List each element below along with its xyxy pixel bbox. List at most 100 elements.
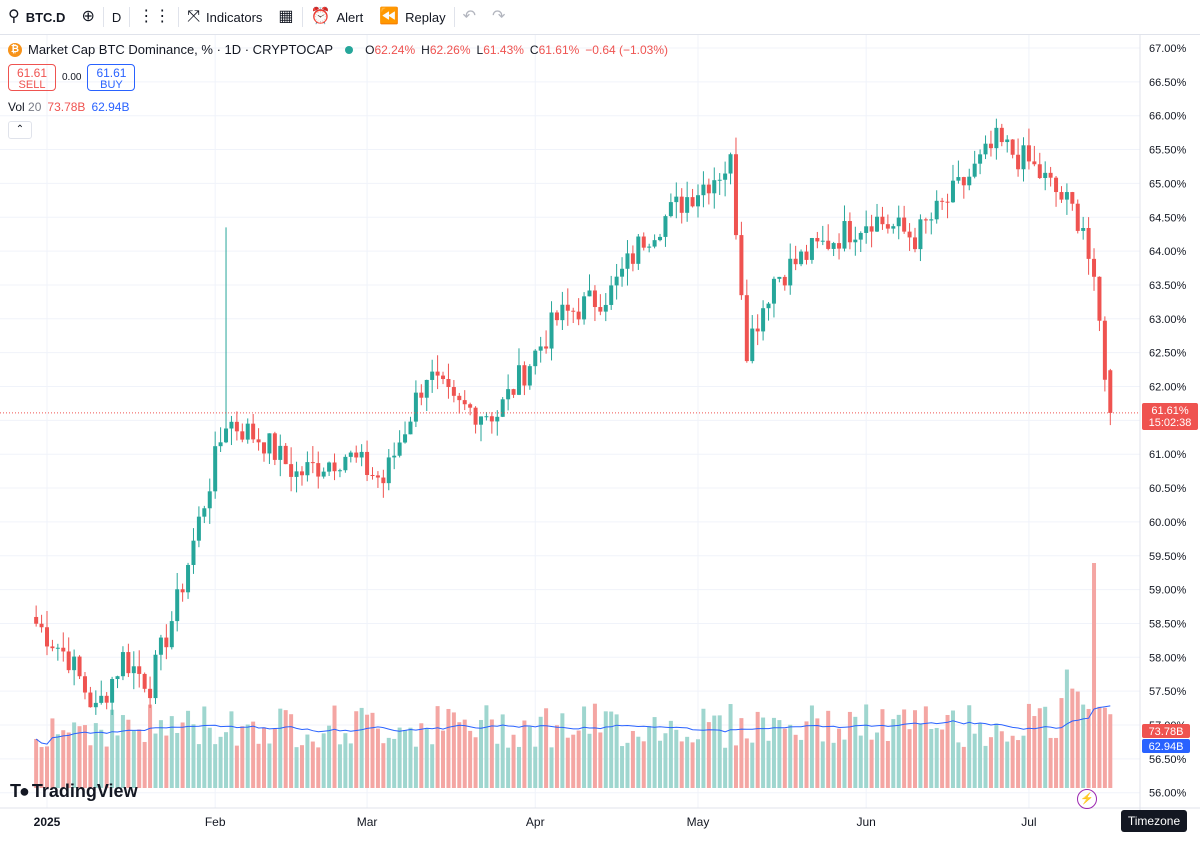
candle xyxy=(441,371,446,385)
y-tick-label: 57.50% xyxy=(1149,686,1187,698)
candle xyxy=(983,135,988,160)
candle xyxy=(316,451,321,489)
low-value: 61.43% xyxy=(483,42,524,57)
volume-bar xyxy=(256,743,261,788)
candle xyxy=(267,433,272,464)
candle xyxy=(1043,161,1048,191)
volume-bar xyxy=(782,728,787,788)
volume-bar xyxy=(815,718,820,788)
alert-label: Alert xyxy=(336,9,364,25)
candle xyxy=(332,453,337,481)
candle xyxy=(142,672,147,693)
volume-bar xyxy=(381,743,386,788)
volume-bar xyxy=(251,721,256,788)
volume-bar xyxy=(88,745,93,788)
candle xyxy=(701,171,706,208)
candle xyxy=(831,241,836,257)
candle xyxy=(462,390,467,411)
redo-button[interactable]: ↷ xyxy=(484,0,513,34)
candle xyxy=(1075,199,1080,234)
buy-button[interactable]: 61.61 BUY xyxy=(87,64,136,91)
candle xyxy=(1016,138,1021,177)
volume-bar xyxy=(571,734,576,788)
volume-bar xyxy=(842,739,847,788)
compare-button[interactable]: ⊕ xyxy=(73,0,102,34)
volume-legend-value: 73.78B xyxy=(47,100,86,114)
candle xyxy=(202,505,207,524)
candle xyxy=(256,428,261,451)
candle xyxy=(153,650,158,705)
price-axis[interactable]: 67.00% 66.50% 66.00% 65.50% 65.00% 64.50% 64.0… xyxy=(1139,35,1187,832)
volume-bar xyxy=(592,703,597,788)
candle xyxy=(809,237,814,264)
time-axis[interactable]: 2025 Feb Mar Apr May Jun Jul xyxy=(0,807,1200,829)
volume-bar xyxy=(1021,735,1026,788)
candle xyxy=(278,434,283,477)
candle xyxy=(576,298,581,326)
high-value: 62.26% xyxy=(429,42,471,57)
undo-button[interactable]: ↶ xyxy=(455,0,484,34)
candle xyxy=(875,203,880,233)
volume-bar xyxy=(191,724,196,788)
timezone-button[interactable]: Timezone xyxy=(1121,810,1187,832)
candle xyxy=(972,150,977,179)
candle xyxy=(815,231,820,249)
candle xyxy=(386,449,391,491)
symbol-search[interactable]: ⚲ BTC.D xyxy=(0,0,73,34)
volume-bar xyxy=(120,715,125,788)
sell-button[interactable]: 61.61 SELL xyxy=(8,64,56,91)
candle xyxy=(858,231,863,253)
volume-bar xyxy=(913,710,917,788)
candle xyxy=(902,205,907,234)
volume-bar xyxy=(853,716,858,788)
sell-label: SELL xyxy=(18,79,46,91)
brand-name: TradingView xyxy=(31,781,138,801)
collapse-legend-button[interactable]: ⌃ xyxy=(8,121,32,139)
alert-button[interactable]: ⏰ Alert xyxy=(303,0,372,34)
replay-button[interactable]: ⏪ Replay xyxy=(371,0,453,34)
candle xyxy=(907,223,912,251)
volume-bar xyxy=(587,733,592,788)
volume-bar xyxy=(403,730,408,788)
candle xyxy=(885,214,890,234)
candle xyxy=(978,149,983,175)
candle xyxy=(625,240,630,286)
y-tick-label: 64.50% xyxy=(1149,212,1187,224)
candle xyxy=(522,361,527,396)
lightning-icon[interactable]: ⚡ xyxy=(1077,789,1097,809)
candle xyxy=(234,411,239,441)
candle xyxy=(766,302,771,321)
candle xyxy=(191,528,196,574)
volume-bar xyxy=(630,730,635,788)
interval-button[interactable]: D xyxy=(104,0,129,34)
indicators-button[interactable]: ⤧ Indicators xyxy=(179,0,270,34)
volume-bar xyxy=(647,726,652,788)
volume-bar xyxy=(1081,704,1086,788)
volume-bar xyxy=(1064,669,1069,788)
volume-bar xyxy=(299,745,304,788)
candle xyxy=(565,288,570,326)
candle xyxy=(826,224,831,251)
volume-bar xyxy=(533,746,538,788)
volume-bar xyxy=(777,720,782,788)
volume-bar xyxy=(516,746,521,788)
candle xyxy=(495,410,500,436)
candle xyxy=(348,450,353,463)
volume-bar xyxy=(864,704,869,788)
y-tick-label: 65.00% xyxy=(1149,178,1187,190)
volume-bar xyxy=(880,709,885,788)
volume-bar xyxy=(652,717,657,788)
chart-type-button[interactable]: ⋮⋮ xyxy=(130,0,178,34)
candle xyxy=(571,307,576,324)
layouts-button[interactable]: ▦ xyxy=(270,0,301,34)
volume-bar xyxy=(45,746,49,788)
volume-bar xyxy=(294,747,299,788)
candle xyxy=(706,178,711,205)
volume-bar xyxy=(1097,706,1102,788)
volume-bar xyxy=(1054,737,1059,788)
candle xyxy=(864,210,869,244)
volume-bar xyxy=(229,711,234,788)
volume-bar xyxy=(435,706,440,788)
volume-bar xyxy=(999,731,1004,788)
